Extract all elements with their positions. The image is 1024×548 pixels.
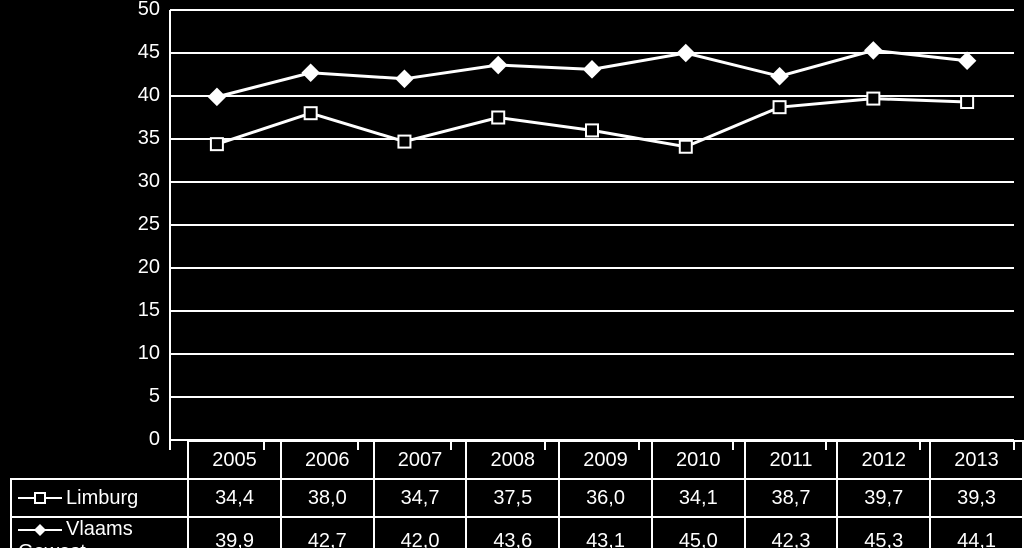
marker-diamond (677, 44, 694, 61)
table-header-year: 2012 (837, 441, 930, 479)
marker-square (398, 136, 410, 148)
table-cell: 43,6 (466, 517, 559, 548)
table-header-year: 2008 (466, 441, 559, 479)
marker-square (305, 107, 317, 119)
table-cell: 39,7 (837, 479, 930, 517)
table-cell: 45,3 (837, 517, 930, 548)
table-cell: 42,0 (374, 517, 467, 548)
table-cell: 38,0 (281, 479, 374, 517)
table-header-year: 2009 (559, 441, 652, 479)
marker-square (867, 93, 879, 105)
table-cell: 42,3 (745, 517, 838, 548)
table-header-year: 2007 (374, 441, 467, 479)
table-header-year: 2006 (281, 441, 374, 479)
table-cell: 38,7 (745, 479, 838, 517)
marker-diamond (583, 61, 600, 78)
table-header-year: 2013 (930, 441, 1023, 479)
marker-diamond (396, 70, 413, 87)
marker-square (961, 96, 973, 108)
table-header-year: 2005 (188, 441, 281, 479)
table-cell: 45,0 (652, 517, 745, 548)
square-marker-icon (18, 492, 62, 504)
table-cell: 34,4 (188, 479, 281, 517)
data-table: 200520062007200820092010201120122013 Limb… (10, 440, 1024, 548)
table-corner-blank (11, 441, 188, 479)
series-line-limburg (217, 99, 967, 147)
marker-square (774, 101, 786, 113)
marker-diamond (771, 68, 788, 85)
table-header-year: 2011 (745, 441, 838, 479)
marker-square (680, 141, 692, 153)
table-header-year: 2010 (652, 441, 745, 479)
line-chart: 05101520253035404550 2005200620072008200… (0, 0, 1024, 548)
table-cell: 42,7 (281, 517, 374, 548)
marker-diamond (959, 52, 976, 69)
marker-diamond (208, 88, 225, 105)
table-cell: 36,0 (559, 479, 652, 517)
table-cell: 34,7 (374, 479, 467, 517)
legend-cell: Vlaams Gewest (11, 517, 188, 548)
table-cell: 37,5 (466, 479, 559, 517)
series-name: Limburg (66, 487, 138, 509)
marker-square (492, 112, 504, 124)
diamond-marker-icon (18, 524, 62, 536)
legend-cell: Limburg (11, 479, 188, 517)
marker-square (586, 124, 598, 136)
marker-square (211, 138, 223, 150)
marker-diamond (302, 64, 319, 81)
table-cell: 34,1 (652, 479, 745, 517)
table-cell: 39,9 (188, 517, 281, 548)
table-cell: 39,3 (930, 479, 1023, 517)
table-cell: 43,1 (559, 517, 652, 548)
marker-diamond (865, 42, 882, 59)
table-cell: 44,1 (930, 517, 1023, 548)
marker-diamond (490, 56, 507, 73)
